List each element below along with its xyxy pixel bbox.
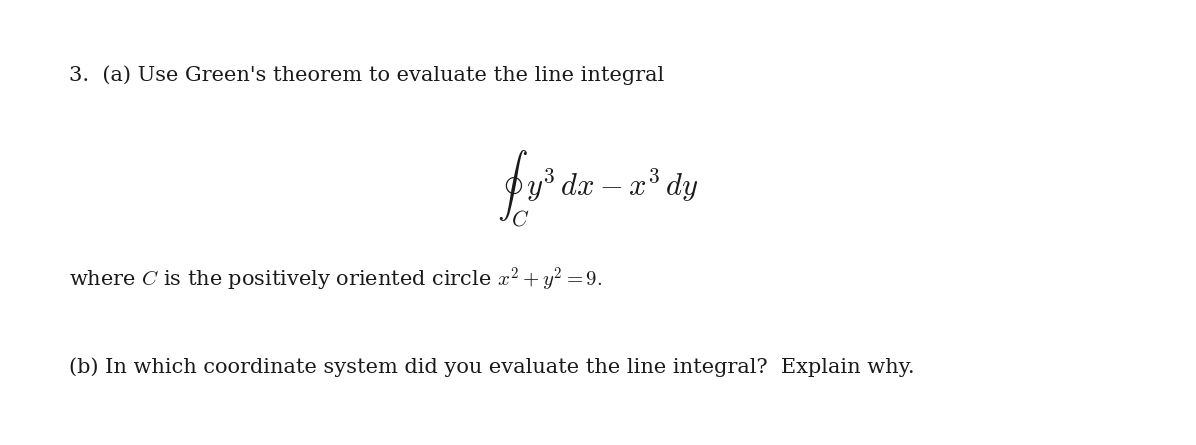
Text: where $C$ is the positively oriented circle $x^2 + y^2 = 9.$: where $C$ is the positively oriented cir… <box>69 266 603 295</box>
Text: 3.  (a) Use Green's theorem to evaluate the line integral: 3. (a) Use Green's theorem to evaluate t… <box>69 66 665 85</box>
Text: (b) In which coordinate system did you evaluate the line integral?  Explain why.: (b) In which coordinate system did you e… <box>69 357 915 377</box>
Text: $\oint_{C} y^3 \, dx - x^3 \, dy$: $\oint_{C} y^3 \, dx - x^3 \, dy$ <box>498 149 698 229</box>
